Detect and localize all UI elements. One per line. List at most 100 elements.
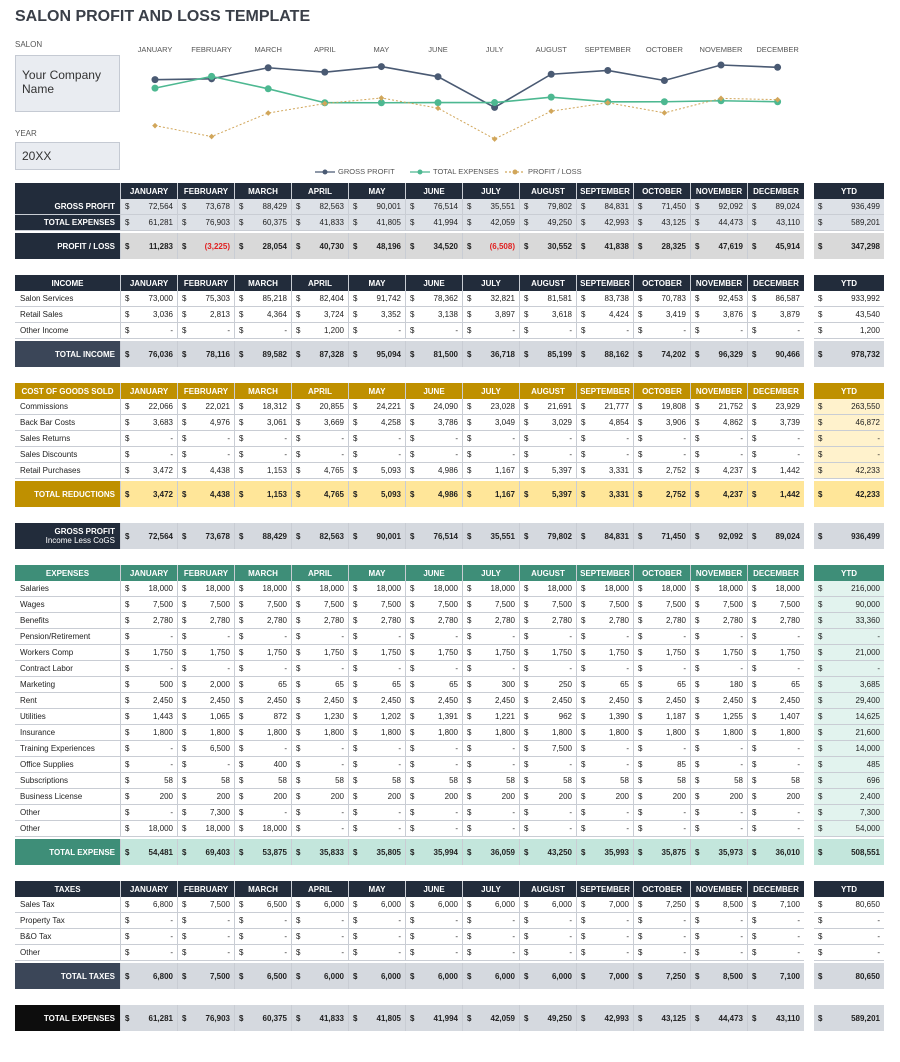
cell: $22,066 [120, 399, 177, 415]
ytd-cell: $54,000 [814, 821, 884, 837]
total-cell: $ (6,508) [462, 233, 519, 259]
cell: $ - [462, 741, 519, 757]
amount: - [398, 744, 401, 753]
currency: $ [695, 776, 700, 785]
currency: $ [581, 241, 586, 251]
currency: $ [239, 776, 244, 785]
currency: $ [410, 349, 415, 359]
amount: 65 [278, 680, 287, 689]
amount: - [877, 932, 880, 941]
cell: $ - [519, 757, 576, 773]
spacer [804, 275, 814, 291]
cell: $ - [291, 629, 348, 645]
ytd-cell: $21,000 [814, 645, 884, 661]
total-cell: $6,000 [291, 963, 348, 989]
total-cell: $7,500 [177, 963, 234, 989]
amount: 1,153 [266, 466, 287, 475]
amount: 1,390 [608, 712, 629, 721]
amount: - [398, 948, 401, 957]
amount: 200 [273, 792, 287, 801]
amount: 18,312 [262, 402, 287, 411]
currency: $ [182, 648, 187, 657]
currency: $ [695, 600, 700, 609]
total-cell: $47,619 [690, 233, 747, 259]
cell: $60,375 [234, 215, 291, 231]
amount: - [341, 808, 344, 817]
total-ytd: $978,732 [814, 341, 884, 367]
cell: $1,800 [519, 725, 576, 741]
amount: 42,059 [490, 1013, 515, 1023]
amount: - [455, 326, 458, 335]
amount: - [170, 450, 173, 459]
currency: $ [638, 531, 643, 541]
amount: 5,093 [380, 489, 401, 499]
currency: $ [818, 434, 823, 443]
cell: $43,125 [633, 215, 690, 231]
month-header: AUGUST [519, 881, 576, 897]
title: SALON PROFIT AND LOSS TEMPLATE [15, 8, 311, 25]
total-cell: $45,914 [747, 233, 804, 259]
month-header: AUGUST [519, 383, 576, 399]
amount: 6,000 [494, 971, 515, 981]
currency: $ [467, 847, 472, 857]
currency: $ [296, 680, 301, 689]
currency: $ [695, 1013, 700, 1023]
total-row: PROFIT / LOSS $11,283 $ (3,225) $28,054 $40,7… [15, 233, 885, 259]
currency: $ [638, 402, 643, 411]
header-label [15, 183, 120, 199]
currency: $ [125, 466, 130, 475]
amount: 1,202 [380, 712, 401, 721]
x-tick-label: JULY [486, 45, 504, 54]
currency: $ [467, 648, 472, 657]
currency: $ [182, 466, 187, 475]
currency: $ [353, 824, 358, 833]
amount: 18,000 [376, 584, 401, 593]
currency: $ [467, 450, 472, 459]
amount: 1,750 [722, 648, 743, 657]
currency: $ [410, 648, 415, 657]
cell: $ - [234, 447, 291, 463]
currency: $ [524, 600, 529, 609]
amount: 35,551 [490, 202, 515, 211]
cell: $ - [576, 805, 633, 821]
currency: $ [752, 916, 757, 925]
cell: $58 [405, 773, 462, 789]
currency: $ [524, 744, 529, 753]
currency: $ [638, 760, 643, 769]
cell: $ - [747, 945, 804, 961]
cell: $ - [405, 661, 462, 677]
total-cell: $1,167 [462, 481, 519, 507]
cell: $7,500 [519, 741, 576, 757]
currency: $ [638, 824, 643, 833]
amount: (6,508) [489, 241, 515, 251]
currency: $ [467, 1013, 472, 1023]
cell: $ - [747, 431, 804, 447]
amount: 216,000 [851, 584, 880, 593]
amount: 1,407 [779, 712, 800, 721]
currency: $ [752, 776, 757, 785]
row-label: Subscriptions [15, 773, 120, 789]
cell: $ - [519, 447, 576, 463]
cell: $22,021 [177, 399, 234, 415]
amount: 7,500 [779, 600, 800, 609]
currency: $ [182, 847, 187, 857]
currency: $ [467, 932, 472, 941]
amount: 49,250 [547, 1013, 572, 1023]
ytd-cell: $3,685 [814, 677, 884, 693]
currency: $ [410, 326, 415, 335]
amount: - [455, 932, 458, 941]
currency: $ [638, 712, 643, 721]
cell: $3,669 [291, 415, 348, 431]
cell: $2,450 [405, 693, 462, 709]
total-label: TOTAL REDUCTIONS [15, 481, 120, 507]
currency: $ [239, 616, 244, 625]
month-header: OCTOBER [633, 275, 690, 291]
total-cell: $28,054 [234, 233, 291, 259]
currency: $ [695, 808, 700, 817]
month-header: JUNE [405, 183, 462, 199]
total-cell: $79,802 [519, 523, 576, 549]
currency: $ [239, 349, 244, 359]
cell: $ - [462, 447, 519, 463]
currency: $ [182, 310, 187, 319]
currency: $ [182, 824, 187, 833]
